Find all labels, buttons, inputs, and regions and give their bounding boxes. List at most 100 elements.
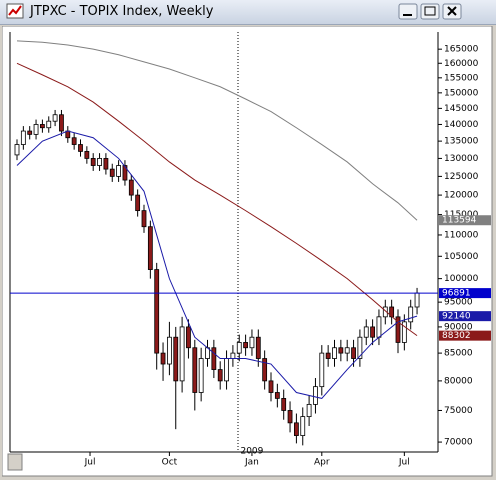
candle-body (230, 352, 236, 359)
candle-body (27, 130, 33, 135)
candle-body (287, 410, 293, 424)
y-tick-label: 150000 (444, 88, 479, 98)
price-tag-label: 88302 (442, 331, 471, 341)
candle-body (376, 316, 382, 338)
candle-body (370, 326, 376, 338)
y-tick-label: 80000 (444, 376, 473, 386)
candle-body (255, 336, 261, 359)
candle-body (46, 120, 52, 129)
candle-body (306, 403, 312, 418)
candle-body (249, 336, 255, 349)
candle-body (293, 422, 299, 436)
price-tag (439, 288, 491, 299)
candle-body (90, 158, 96, 166)
y-tick-label: 85000 (444, 349, 473, 359)
y-tick-label: 125000 (444, 172, 479, 182)
candle-body (414, 292, 420, 308)
y-tick-label: 130000 (444, 154, 479, 164)
price-tag-label: 113594 (442, 216, 477, 226)
candle-body (71, 137, 77, 145)
y-tick-label: 145000 (444, 104, 479, 114)
candle-body (179, 326, 185, 382)
candle-body (147, 226, 153, 270)
y-tick-label: 165000 (444, 45, 479, 55)
candle-body (135, 194, 141, 212)
maximize[interactable] (420, 3, 440, 20)
y-tick-label: 160000 (444, 59, 479, 69)
candle-body (97, 158, 102, 166)
candle-body (198, 358, 204, 393)
price-tag (439, 330, 491, 341)
x-tick-label: Jan (244, 458, 259, 468)
candle-body (116, 165, 121, 177)
price-tag (439, 215, 491, 226)
moving-average (16, 130, 418, 399)
y-tick-label: 75000 (444, 406, 473, 416)
candle-body (20, 130, 26, 145)
candle-body (281, 398, 287, 411)
candle-body (313, 386, 318, 405)
moving-average (16, 40, 418, 221)
year-label: 2009 (240, 447, 263, 457)
candle-body (401, 321, 407, 343)
y-tick-label: 140000 (444, 120, 479, 130)
candle-body (357, 336, 363, 359)
candle-body (173, 336, 179, 382)
y-tick-label: 100000 (444, 274, 479, 284)
candle-body (103, 158, 109, 170)
candle-body (268, 380, 274, 393)
candle-body (211, 347, 217, 370)
candle-body (52, 114, 58, 122)
candle-body (160, 352, 166, 365)
y-tick-label: 135000 (444, 137, 479, 147)
minimize[interactable] (398, 3, 418, 20)
candle-body (84, 151, 90, 159)
candle-body (14, 144, 20, 156)
y-tick-label: 115000 (444, 210, 479, 220)
x-tick-label: Jul (84, 458, 96, 468)
y-tick-label: 120000 (444, 191, 479, 201)
candle-body (224, 358, 229, 382)
candle-body (325, 352, 331, 359)
window-buttons[interactable] (398, 3, 468, 21)
price-tag (439, 311, 491, 322)
candle-body (154, 269, 160, 354)
candle-body (395, 316, 401, 343)
chart: 70000 75000 80000 85000 90000 95000 100000 1050… (2, 26, 493, 477)
candle-body (192, 347, 198, 393)
candle-body (262, 358, 268, 382)
candle-body (59, 114, 64, 132)
scrollbar[interactable] (7, 453, 23, 471)
candle-body (141, 210, 147, 228)
price-tag-label: 96891 (442, 289, 471, 299)
app-icon (6, 3, 24, 19)
candle-body (408, 306, 414, 323)
candle-body (344, 347, 350, 354)
candle-body (217, 369, 223, 382)
candle-body (128, 179, 134, 196)
y-tick-label: 105000 (444, 252, 479, 262)
x-tick-label: Oct (162, 458, 178, 468)
candle-body (332, 347, 337, 359)
moving-average (16, 62, 418, 337)
price-tag-label: 92140 (442, 312, 471, 322)
candle-body (243, 342, 249, 349)
window-title: JTPXC - TOPIX Index, Weekly (30, 4, 214, 19)
candle-body (40, 124, 45, 129)
candle-body (78, 144, 83, 152)
x-tick-label: Jul (398, 458, 410, 468)
candle-body (274, 392, 280, 399)
candle-body (33, 124, 39, 135)
y-tick-label: 155000 (444, 73, 479, 83)
candle-body (300, 416, 306, 436)
candle-body (319, 352, 325, 388)
candle-body (338, 347, 344, 354)
title-bar: JTPXC - TOPIX Index, Weekly (0, 0, 496, 25)
candle-body (166, 336, 172, 365)
candle-body (363, 326, 369, 338)
y-tick-label: 95000 (444, 298, 473, 308)
candle-body (236, 342, 242, 354)
candle-body (186, 326, 191, 349)
x-tick-label: Apr (314, 458, 330, 468)
candle-body (109, 168, 115, 177)
